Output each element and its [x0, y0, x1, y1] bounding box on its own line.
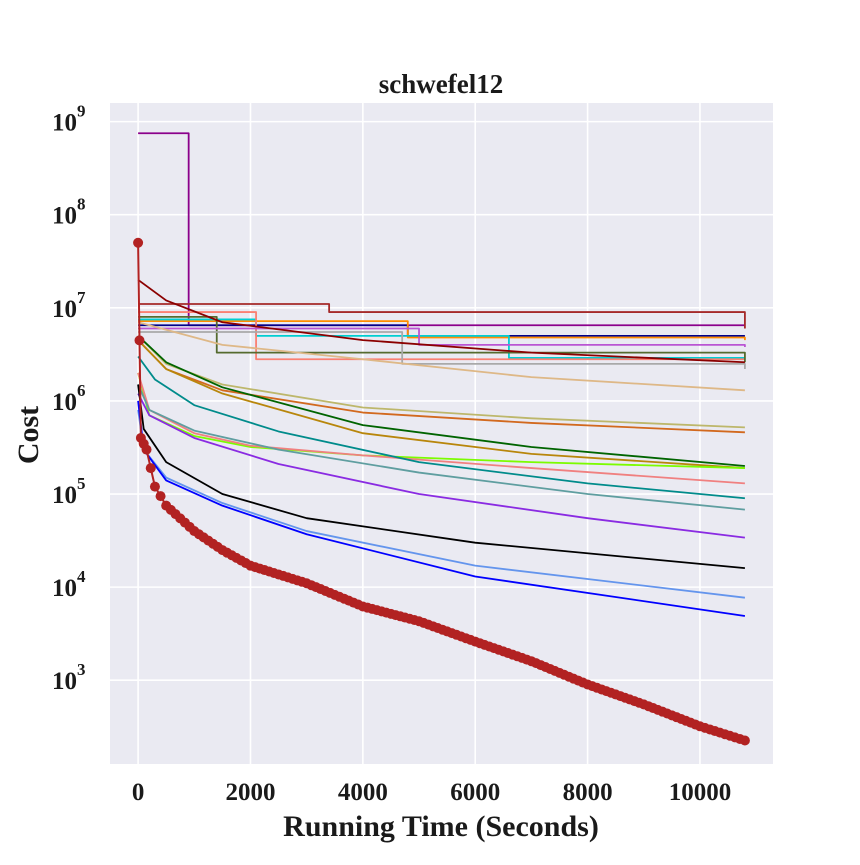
y-tick-label: 108	[52, 195, 86, 230]
best-series-marker	[133, 237, 144, 248]
series-line-blueviolet	[137, 393, 746, 539]
y-tick-label: 104	[52, 567, 86, 602]
x-tick-label: 2000	[225, 779, 275, 806]
chart-title: schwefel12	[379, 69, 503, 99]
x-tick-label: 8000	[563, 779, 613, 806]
y-tick-label: 109	[52, 102, 86, 137]
series-line-cyan	[138, 318, 745, 359]
best-series-marker	[155, 491, 166, 502]
best-series-marker	[739, 735, 750, 746]
best-series-markers	[133, 237, 750, 746]
series-line-black	[137, 384, 745, 570]
series-line-teal	[137, 355, 745, 500]
series-line-darkgreen	[137, 335, 745, 467]
x-tick-label: 0	[132, 779, 145, 806]
best-series-marker	[134, 335, 145, 346]
y-tick-label: 107	[52, 288, 86, 323]
series-line-darkred-top	[138, 303, 746, 329]
best-series-marker	[141, 444, 152, 455]
best-series-marker	[145, 463, 156, 474]
y-axis-label: Cost	[12, 406, 45, 464]
y-tick-label: 106	[52, 381, 86, 416]
x-tick-label: 4000	[338, 779, 388, 806]
series-line-tan	[137, 321, 745, 392]
y-tick-label: 105	[52, 474, 86, 509]
series-line-darkolive	[138, 315, 746, 363]
x-tick-label: 10000	[669, 779, 732, 806]
series-line-maroon-decay	[137, 279, 745, 364]
series-group	[137, 132, 746, 742]
x-tick-label: 6000	[450, 779, 500, 806]
y-tick-labels: 103 104 105 106 107 108 109	[52, 102, 86, 696]
series-line-orange	[138, 320, 746, 341]
plot-area	[110, 103, 773, 764]
series-line-purple-spike	[138, 132, 745, 327]
x-axis-label: Running Time (Seconds)	[283, 810, 599, 843]
best-series-marker	[149, 481, 160, 492]
y-tick-label: 103	[52, 660, 86, 695]
x-tick-labels: 0 2000 4000 6000 8000 10000	[132, 779, 731, 806]
series-line-cadetblue	[137, 384, 745, 511]
series-line-darkkhaki	[137, 335, 745, 429]
series-line-darkgoldenrod	[137, 339, 745, 469]
